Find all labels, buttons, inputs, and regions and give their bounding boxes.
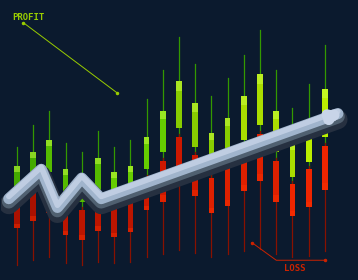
Bar <box>225 118 231 158</box>
Bar <box>30 216 36 221</box>
Bar <box>306 202 311 207</box>
Bar <box>111 233 117 237</box>
Bar <box>322 183 328 190</box>
Bar <box>47 179 52 213</box>
Bar <box>144 137 149 144</box>
Bar <box>274 111 279 152</box>
Bar <box>14 224 20 228</box>
Bar <box>274 195 279 202</box>
Bar <box>160 111 166 152</box>
Bar <box>14 166 20 172</box>
Bar <box>290 143 295 177</box>
Bar <box>225 118 231 126</box>
Bar <box>192 103 198 147</box>
Bar <box>176 81 182 91</box>
Bar <box>95 158 101 164</box>
Bar <box>30 152 36 184</box>
Bar <box>176 81 182 128</box>
Bar <box>290 211 295 216</box>
Bar <box>225 166 231 206</box>
Bar <box>95 158 101 190</box>
Bar <box>30 191 36 221</box>
Bar <box>111 172 117 178</box>
Bar <box>127 228 133 232</box>
Bar <box>209 178 214 213</box>
Bar <box>47 208 52 213</box>
Bar <box>209 133 214 140</box>
Bar <box>79 210 84 240</box>
Bar <box>322 146 328 190</box>
Bar <box>47 140 52 146</box>
Bar <box>160 160 166 202</box>
Bar <box>30 152 36 158</box>
Bar <box>209 133 214 169</box>
Bar <box>111 172 117 202</box>
Bar <box>306 125 311 162</box>
Bar <box>176 137 182 184</box>
Bar <box>14 166 20 196</box>
Bar <box>127 166 133 196</box>
Bar <box>144 137 149 169</box>
Bar <box>290 143 295 150</box>
Bar <box>257 174 263 181</box>
Bar <box>306 169 311 207</box>
Bar <box>306 125 311 133</box>
Bar <box>209 208 214 213</box>
Bar <box>225 200 231 206</box>
Bar <box>127 203 133 232</box>
Bar <box>144 206 149 210</box>
Bar <box>95 199 101 231</box>
Bar <box>274 160 279 202</box>
Bar <box>95 226 101 231</box>
Bar <box>241 96 247 140</box>
Bar <box>79 177 84 182</box>
Bar <box>192 155 198 196</box>
Bar <box>241 96 247 105</box>
Text: LOSS: LOSS <box>284 263 306 272</box>
Bar <box>63 169 68 199</box>
Bar <box>322 89 328 98</box>
Bar <box>14 202 20 228</box>
Bar <box>160 111 166 119</box>
Bar <box>192 190 198 196</box>
Bar <box>257 134 263 181</box>
Bar <box>322 89 328 137</box>
Bar <box>160 195 166 202</box>
Bar <box>241 149 247 191</box>
Bar <box>63 169 68 175</box>
Bar <box>144 178 149 210</box>
Bar <box>79 177 84 202</box>
Text: PROFIT: PROFIT <box>12 13 44 22</box>
Bar <box>127 166 133 172</box>
Bar <box>192 103 198 112</box>
Bar <box>290 184 295 216</box>
Bar <box>274 111 279 119</box>
Bar <box>241 185 247 191</box>
Bar <box>79 235 84 240</box>
Bar <box>47 140 52 172</box>
Bar <box>257 74 263 84</box>
Bar <box>111 209 117 237</box>
Bar <box>63 206 68 235</box>
Bar <box>257 74 263 125</box>
Bar <box>63 231 68 235</box>
Bar <box>176 177 182 184</box>
